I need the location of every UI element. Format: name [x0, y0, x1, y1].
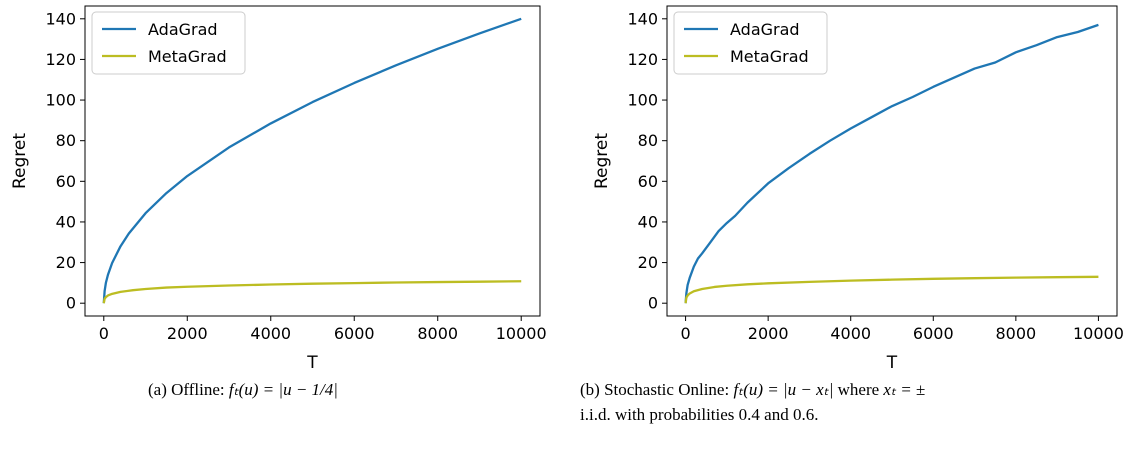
y-tick-label: 100 [45, 91, 76, 110]
x-tick-label: 0 [680, 324, 690, 343]
x-tick-label: 2000 [748, 324, 789, 343]
legend-box-b [673, 11, 828, 75]
y-axis-label-a: Regret [10, 133, 30, 189]
caption-b-prefix: (b) Stochastic Online: [580, 380, 734, 399]
x-tick-label: 10000 [496, 324, 547, 343]
x-axis-label-b: T [886, 353, 898, 373]
x-tick-label: 4000 [830, 324, 871, 343]
plot-frame-b [666, 5, 1118, 317]
x-tick-label: 8000 [995, 324, 1036, 343]
caption-a-formula: fₜ(u) = |u − 1/4| [228, 380, 338, 399]
series-line-adagrad-a [102, 17, 522, 304]
legend-box-a [91, 11, 246, 75]
legend-label-adagrad: AdaGrad [148, 20, 218, 39]
caption-b-line1: (b) Stochastic Online: fₜ(u) = |u − xₜ| … [580, 380, 925, 400]
legend-label-metagrad: MetaGrad [148, 47, 227, 66]
y-axis-label-b: Regret [592, 133, 612, 189]
y-tick-label: 60 [638, 172, 658, 191]
y-tick-label: 40 [638, 212, 658, 231]
y-tick-label: 40 [56, 212, 76, 231]
y-tick-label: 80 [638, 131, 658, 150]
caption-b-line2-text: i.i.d. with probabilities 0.4 and 0.6. [580, 405, 819, 424]
y-tick-label: 100 [627, 91, 658, 110]
x-tick-label: 6000 [913, 324, 954, 343]
x-tick-label: 4000 [250, 324, 291, 343]
caption-b-line2: i.i.d. with probabilities 0.4 and 0.6. [580, 405, 818, 425]
caption-a-prefix: (a) Offline: [148, 380, 229, 399]
y-tick-label: 20 [638, 253, 658, 272]
series-line-metagrad-a [102, 280, 522, 304]
y-tick-label: 120 [627, 50, 658, 69]
x-axis-label-a: T [306, 353, 318, 373]
x-tick-label: 8000 [417, 324, 458, 343]
series-line-metagrad-b [684, 275, 1099, 304]
caption-b-where: where [833, 380, 884, 399]
series-line-adagrad-b [684, 23, 1099, 304]
x-tick-label: 10000 [1073, 324, 1124, 343]
y-tick-label: 80 [56, 131, 76, 150]
y-tick-label: 140 [627, 9, 658, 28]
y-tick-label: 20 [56, 253, 76, 272]
caption-b-formula: fₜ(u) = |u − xₜ| [733, 380, 834, 399]
caption-a: (a) Offline: fₜ(u) = |u − 1/4| [148, 380, 338, 400]
y-tick-label: 0 [66, 294, 76, 313]
x-tick-label: 0 [99, 324, 109, 343]
x-tick-label: 6000 [334, 324, 375, 343]
y-tick-label: 60 [56, 172, 76, 191]
plot-frame-a [84, 5, 541, 317]
legend-label-metagrad: MetaGrad [730, 47, 809, 66]
y-tick-label: 0 [648, 294, 658, 313]
caption-b-formula2: xₜ = ± [883, 380, 926, 399]
y-tick-label: 140 [45, 9, 76, 28]
x-tick-label: 2000 [167, 324, 208, 343]
legend-label-adagrad: AdaGrad [730, 20, 800, 39]
y-tick-label: 120 [45, 50, 76, 69]
